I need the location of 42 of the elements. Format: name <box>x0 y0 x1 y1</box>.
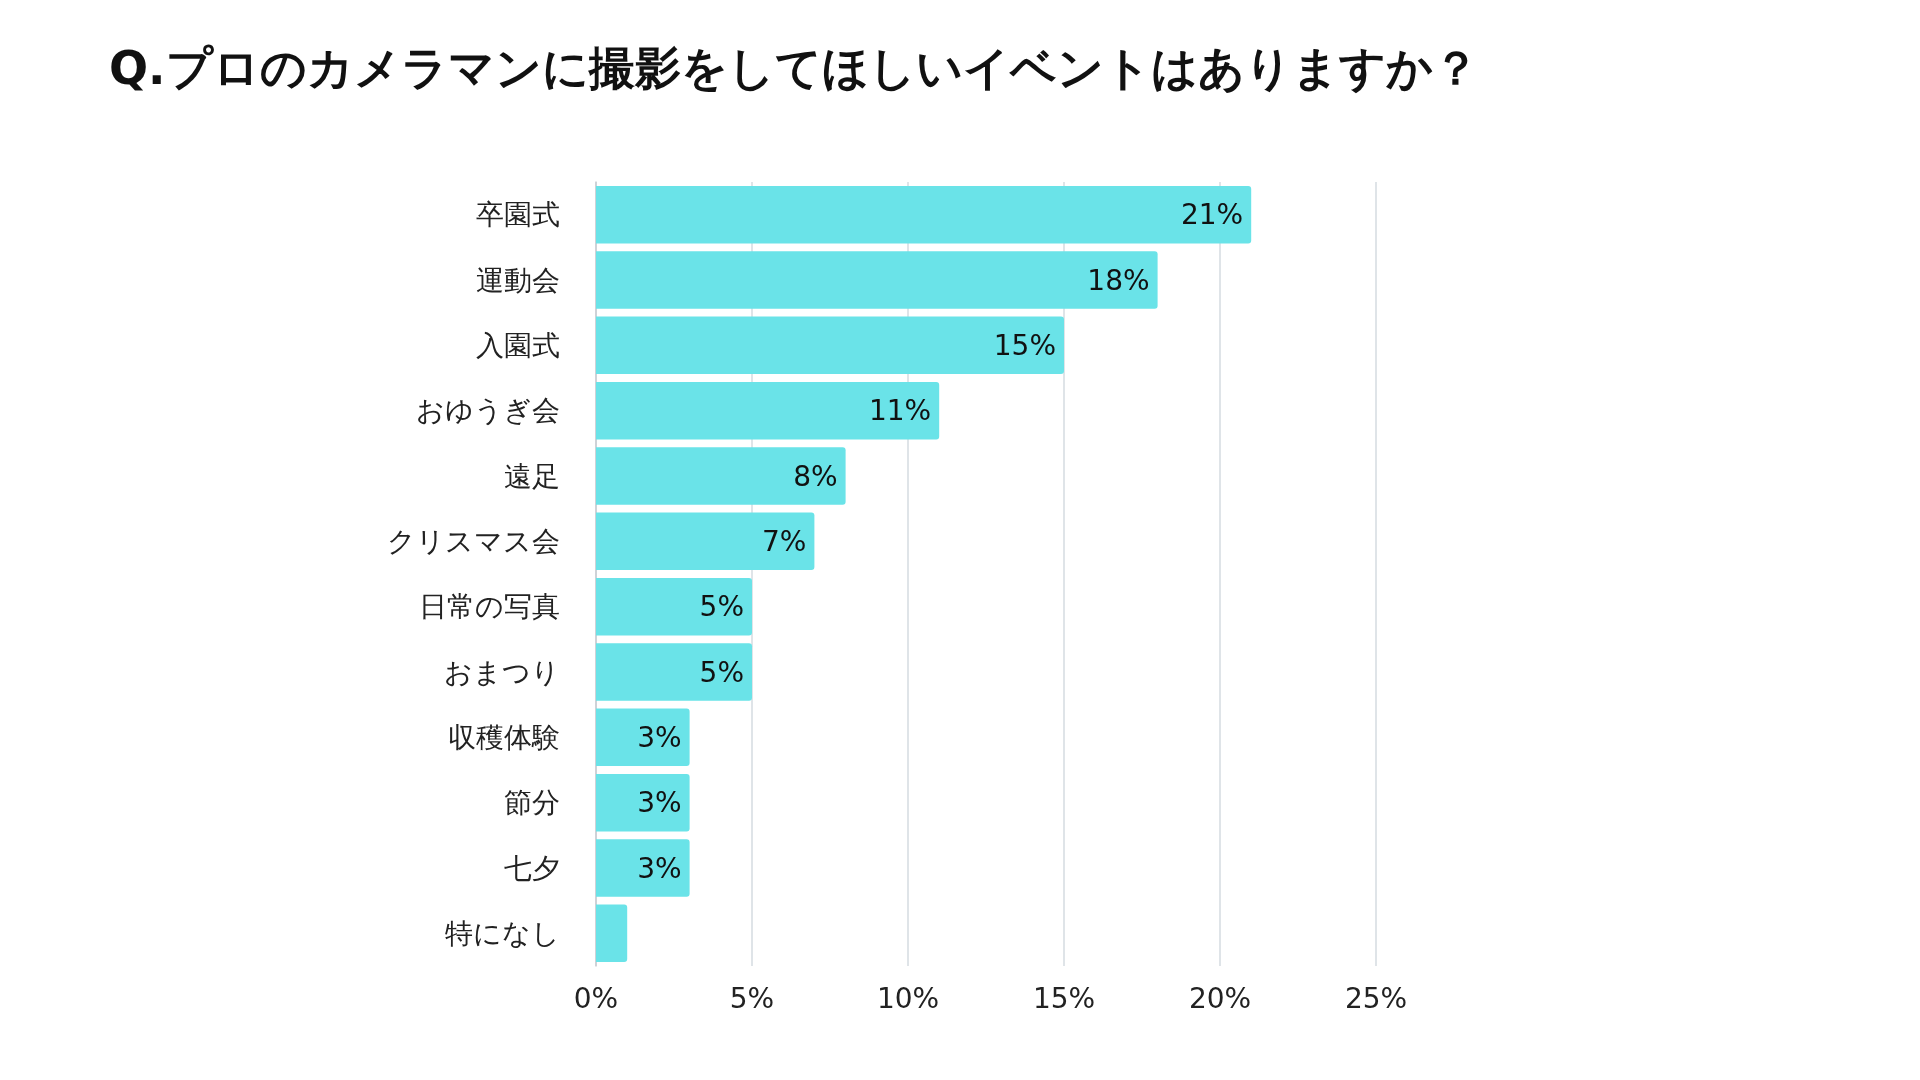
data-label: 8% <box>793 459 838 493</box>
bar <box>596 185 1252 244</box>
x-tick-label: 5% <box>729 981 775 1015</box>
data-label: 5% <box>699 655 744 689</box>
x-tick-label: 0% <box>573 981 619 1015</box>
y-tick-label: 収穫体験 <box>448 720 560 754</box>
bar <box>596 447 846 505</box>
y-tick-label: クリスマス会 <box>387 524 560 558</box>
x-tick-label: 10% <box>876 981 940 1015</box>
bar <box>596 381 940 440</box>
bar <box>596 316 1064 375</box>
y-tick-label: 運動会 <box>476 263 560 297</box>
chart-title: Q.プロのカメラマンに撮影をしてほしいイベントはありますか？ <box>109 41 1479 95</box>
data-label: 18% <box>1087 263 1150 297</box>
bar <box>596 577 752 636</box>
data-label: 5% <box>699 590 744 624</box>
y-tick-label: 遠足 <box>504 459 560 493</box>
data-label: 3% <box>637 851 682 885</box>
bar <box>596 251 1158 309</box>
bar <box>596 512 815 571</box>
x-tick-label: 20% <box>1188 981 1252 1015</box>
x-tick-label: 15% <box>1032 981 1096 1015</box>
y-tick-label: おまつり <box>444 655 560 689</box>
y-tick-label: おゆうぎ会 <box>416 394 560 428</box>
data-label: 11% <box>868 394 932 428</box>
bar <box>596 773 690 832</box>
y-tick-label: 入園式 <box>476 328 560 362</box>
bar <box>596 839 690 897</box>
y-tick-label: 卒園式 <box>476 198 560 232</box>
data-label: 21% <box>1180 198 1244 232</box>
data-label: 7% <box>761 524 807 558</box>
bar <box>596 643 752 701</box>
data-label: 15% <box>993 328 1056 362</box>
y-tick-label: 七夕 <box>504 851 560 885</box>
bar <box>596 708 690 767</box>
bar <box>596 904 628 963</box>
data-label: 3% <box>637 720 682 754</box>
y-tick-label: 日常の写真 <box>419 590 560 624</box>
x-tick-label: 25% <box>1344 981 1408 1015</box>
data-label: 3% <box>637 786 682 820</box>
y-tick-label: 特になし <box>445 916 560 950</box>
y-tick-label: 節分 <box>504 786 560 820</box>
